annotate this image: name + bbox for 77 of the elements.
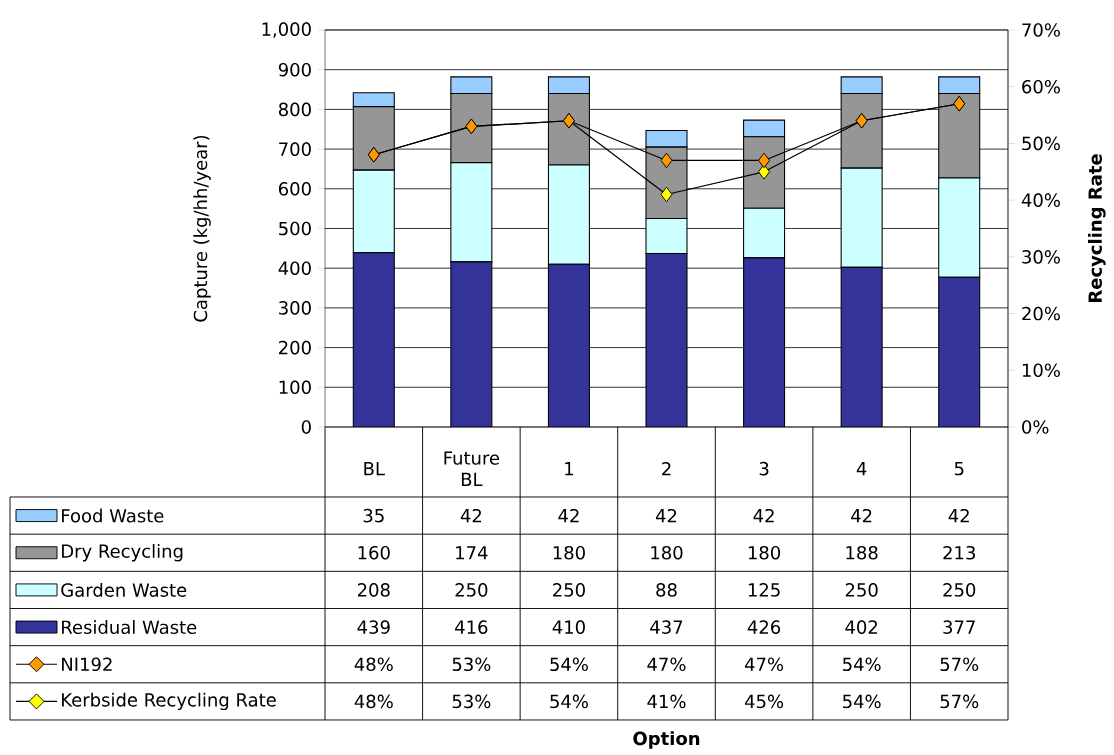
- data-label: 416: [455, 620, 488, 635]
- data-label: 47%: [744, 657, 784, 672]
- data-label: 439: [357, 620, 390, 635]
- data-label: 208: [357, 583, 390, 597]
- y-tick-label: 800: [278, 102, 311, 117]
- data-label: 180: [553, 546, 585, 560]
- text: Option: [633, 731, 700, 749]
- data-label: 410: [552, 620, 585, 635]
- y-tick-label: 1,000: [262, 22, 311, 38]
- y2-tick-label: 20%: [1022, 306, 1060, 321]
- data-label: 53%: [452, 694, 491, 709]
- legend-label: Food Waste: [62, 508, 164, 523]
- y-tick-label: 200: [279, 340, 311, 355]
- data-label: 57%: [940, 694, 979, 709]
- data-label: 41%: [647, 694, 686, 709]
- data-label: 35: [363, 508, 384, 523]
- y2-tick-label: 60%: [1022, 80, 1060, 94]
- data-label: 57%: [940, 657, 979, 672]
- x-tick-label: 1: [565, 462, 573, 476]
- data-label: 54%: [843, 657, 881, 672]
- y2-axis-title: Recycling Rate: [1088, 154, 1106, 303]
- data-label: 42: [948, 509, 969, 523]
- y-tick-label: 100: [279, 380, 311, 395]
- x-tick-label: 2: [662, 462, 671, 476]
- data-label: 47%: [647, 657, 686, 672]
- legend-label: NI192: [62, 657, 112, 672]
- y-tick-label: 0: [301, 420, 311, 434]
- data-label: 53%: [452, 657, 491, 672]
- x-tick-label: 5: [954, 462, 964, 476]
- legend-label: Dry Recycling: [62, 544, 183, 562]
- y2-tick-label: 50%: [1022, 136, 1060, 151]
- data-label: 188: [846, 546, 878, 560]
- data-label: 48%: [354, 694, 393, 709]
- legend-label: Kerbside Recycling Rate: [62, 692, 276, 711]
- data-label: 42: [460, 509, 482, 523]
- data-label: 250: [455, 583, 488, 597]
- y-tick-label: 600: [278, 182, 311, 196]
- data-label: 402: [845, 620, 878, 635]
- data-label: 42: [655, 509, 677, 523]
- data-label: 250: [845, 583, 878, 597]
- x-tick-label: 4: [856, 462, 867, 476]
- data-label: 213: [943, 546, 975, 560]
- y2-tick-label: 10%: [1022, 363, 1060, 378]
- y2-tick-label: 70%: [1022, 23, 1060, 37]
- x-tick-label: 3: [759, 461, 769, 476]
- data-label: 48%: [354, 657, 393, 672]
- y2-tick-label: 40%: [1021, 193, 1060, 208]
- y-tick-label: 300: [279, 301, 311, 315]
- y-tick-label: 400: [278, 261, 311, 276]
- y-tick-label: 500: [279, 221, 311, 236]
- data-label: 42: [558, 509, 579, 523]
- data-label: 437: [650, 620, 683, 635]
- x-tick-label: Future BL: [444, 451, 500, 487]
- x-tick-label: BL: [364, 462, 385, 476]
- data-label: 160: [358, 546, 390, 560]
- data-label: 42: [753, 509, 774, 523]
- legend-label: Garden Waste: [61, 583, 187, 598]
- data-label: 42: [851, 509, 872, 523]
- y-axis-title: Capture (kg/hh/year): [193, 136, 211, 322]
- data-label: 377: [943, 620, 975, 635]
- data-label: 250: [943, 583, 976, 597]
- data-label: 426: [747, 620, 781, 635]
- data-label: 180: [748, 546, 781, 560]
- data-label: 174: [456, 546, 488, 560]
- data-label: 45%: [744, 694, 784, 709]
- y2-tick-label: 0%: [1022, 420, 1049, 434]
- legend-label: Residual Waste: [62, 620, 197, 635]
- data-label: 250: [553, 583, 585, 597]
- data-label: 54%: [550, 694, 588, 709]
- data-label: 54%: [843, 694, 881, 709]
- data-label: 180: [651, 546, 683, 560]
- data-label: 125: [748, 583, 780, 597]
- data-label: 88: [656, 583, 677, 597]
- y-tick-label: 900: [278, 63, 311, 77]
- data-label: 54%: [550, 657, 588, 672]
- y-tick-label: 700: [279, 142, 311, 157]
- y2-tick-label: 30%: [1022, 250, 1060, 264]
